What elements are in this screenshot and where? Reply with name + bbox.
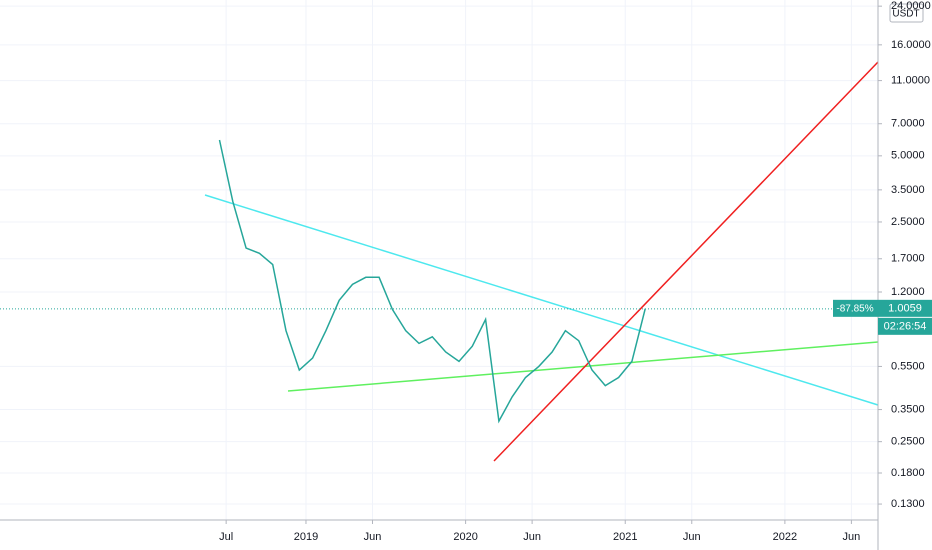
- unit-box[interactable]: [889, 3, 924, 23]
- y-tick-label: 2.5000: [891, 216, 925, 228]
- trendline-green: [287, 341, 879, 392]
- grid: [0, 0, 878, 520]
- x-tick-label: Jun: [683, 531, 701, 543]
- trendline-cyan: [204, 194, 879, 406]
- labels: 24.0000 16.0000 11.0000 7.0000 5.0000 3.5000 2…: [219, 0, 932, 543]
- y-tick-label: 7.0000: [891, 118, 925, 130]
- x-tick-label: 2020: [453, 531, 477, 543]
- y-tick-label: 1.7000: [891, 253, 925, 265]
- change-label: -87.85%: [836, 303, 873, 314]
- x-tick-label: 2021: [613, 531, 637, 543]
- x-tick-label: Jun: [843, 531, 861, 543]
- x-tick-label: 2019: [294, 531, 318, 543]
- y-tick-label: 11.0000: [891, 75, 930, 87]
- price-label: 1.0059: [888, 303, 922, 315]
- y-tick-label: 0.2500: [891, 436, 925, 448]
- x-tick-label: Jun: [523, 531, 541, 543]
- unit-label: USDT: [892, 9, 919, 20]
- y-tick-label: 0.5500: [891, 360, 925, 372]
- y-tick-label: 16.0000: [891, 39, 931, 51]
- series: [0, 139, 878, 424]
- x-tick-label: Jun: [364, 531, 382, 543]
- trendline-red: [493, 61, 879, 462]
- y-tick-label: 5.0000: [891, 150, 925, 162]
- y-tick-label: 24.0000: [891, 0, 931, 12]
- y-tick-label: 3.5000: [891, 184, 925, 196]
- x-tick-label: 2022: [773, 531, 797, 543]
- y-tick-label: 0.3500: [891, 403, 925, 415]
- change-box: [833, 299, 878, 317]
- y-tick-label: 1.2000: [891, 286, 925, 298]
- y-tick-label: 0.1800: [891, 467, 925, 479]
- price-box: [878, 299, 932, 317]
- x-tick-label: Jul: [219, 531, 233, 543]
- countdown-label: 02:26:54: [884, 321, 927, 333]
- y-tick-label: 0.1300: [891, 498, 925, 510]
- price-line: [218, 139, 646, 424]
- countdown-box: [878, 317, 932, 335]
